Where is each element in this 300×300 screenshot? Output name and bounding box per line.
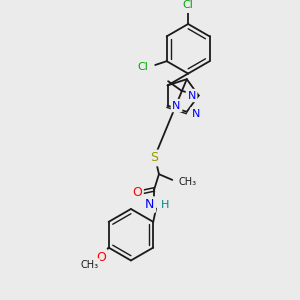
Text: O: O: [132, 186, 142, 199]
Text: H: H: [161, 200, 169, 210]
Text: N: N: [191, 109, 200, 119]
Text: CH₃: CH₃: [80, 260, 99, 270]
Text: Cl: Cl: [183, 0, 194, 10]
Text: N: N: [145, 198, 154, 211]
Text: Cl: Cl: [138, 62, 148, 72]
Text: O: O: [96, 250, 106, 264]
Text: N: N: [172, 100, 181, 111]
Text: N: N: [188, 91, 196, 100]
Text: CH₃: CH₃: [178, 177, 196, 187]
Text: S: S: [150, 152, 158, 164]
